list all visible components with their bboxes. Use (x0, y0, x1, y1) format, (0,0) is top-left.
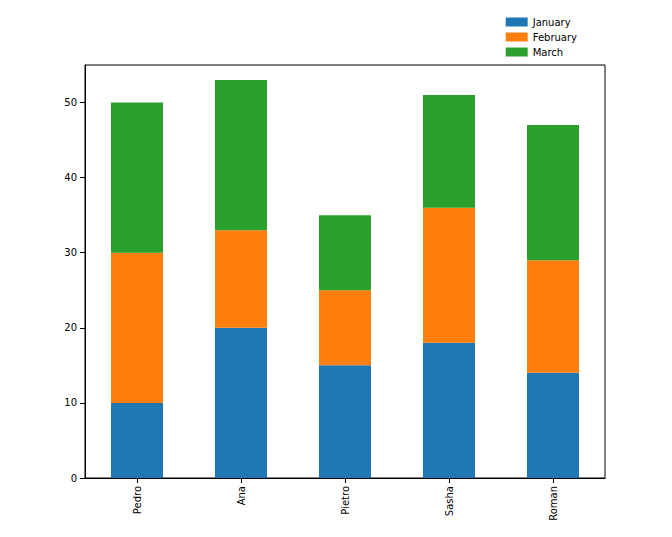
svg-text:Roman: Roman (548, 486, 559, 521)
svg-text:January: January (532, 17, 571, 28)
svg-text:10: 10 (64, 397, 77, 408)
svg-text:Ana: Ana (236, 486, 247, 505)
svg-text:50: 50 (64, 97, 77, 108)
svg-text:March: March (533, 47, 563, 58)
svg-text:Sasha: Sasha (444, 486, 455, 516)
svg-text:20: 20 (64, 322, 77, 333)
svg-text:Pietro: Pietro (340, 486, 351, 515)
svg-text:30: 30 (64, 247, 77, 258)
svg-text:February: February (533, 32, 577, 43)
svg-text:Pedro: Pedro (132, 486, 143, 514)
svg-text:0: 0 (71, 473, 77, 484)
svg-text:40: 40 (64, 172, 77, 183)
